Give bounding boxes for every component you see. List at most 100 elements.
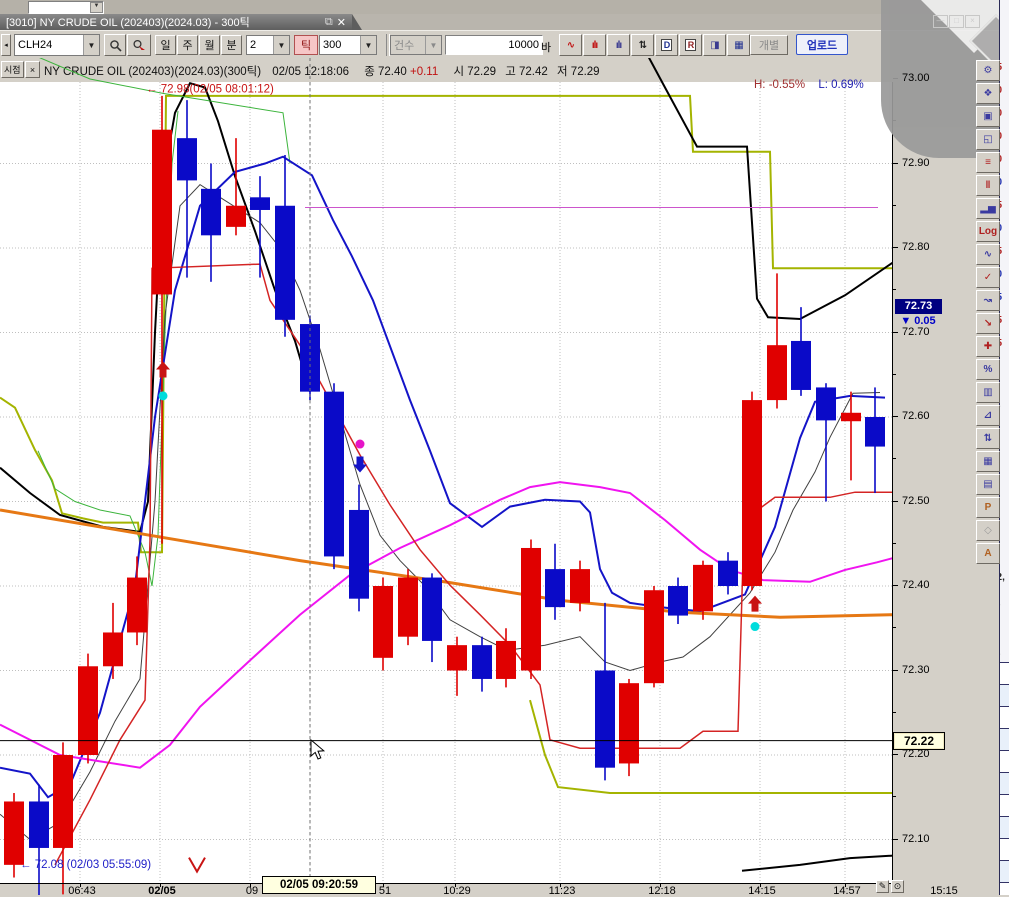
- candle-body: [644, 590, 664, 684]
- percent-chart-icon: %: [983, 364, 993, 375]
- bg-orderbook-number: 00: [1000, 269, 1009, 280]
- candle-body: [177, 138, 197, 181]
- minimize-ghost-icon: —: [933, 15, 948, 28]
- search-icon: [109, 39, 122, 52]
- settings-icon: ⚙: [983, 65, 993, 76]
- bar-chart-button[interactable]: ılı: [607, 34, 630, 56]
- overlay-line-button[interactable]: ∿: [559, 34, 582, 56]
- bar-count-input[interactable]: [445, 35, 543, 55]
- copy-a-button[interactable]: A: [976, 543, 1000, 564]
- candle-body: [521, 547, 541, 671]
- price-tick: [893, 162, 898, 164]
- indicator-list-button[interactable]: ≡: [976, 152, 1000, 173]
- draw-tool-button[interactable]: ✎: [876, 880, 889, 893]
- zoom-tool-button[interactable]: ⊙: [891, 880, 904, 893]
- print-preview-button[interactable]: ▣: [976, 106, 1000, 127]
- grid-button[interactable]: ▦: [976, 451, 1000, 472]
- price-axis-label: 72.10: [902, 832, 930, 845]
- chevron-down-icon[interactable]: ▼: [273, 36, 289, 54]
- blue-ma: [0, 155, 886, 799]
- bg-table-row: [1000, 882, 1009, 895]
- gray-short-ma: [0, 183, 881, 841]
- chart-canvas[interactable]: ← 72.98(02/05 08:01:12) ← 72.08 (02/03 05…: [0, 58, 893, 895]
- candle-body: [226, 205, 246, 227]
- tick-count-combo[interactable]: 300 ▼: [319, 35, 377, 55]
- check-chart-button[interactable]: ✓: [976, 267, 1000, 288]
- candle-body: [275, 205, 295, 320]
- time-tick: [845, 883, 846, 887]
- chart-tab-close-button[interactable]: ×: [25, 61, 40, 78]
- candle-body: [300, 324, 320, 392]
- chevron-down-icon[interactable]: ▼: [360, 36, 376, 54]
- open-chart-button[interactable]: ◱: [976, 129, 1000, 150]
- change-value: +0.11: [409, 66, 439, 78]
- tools-button[interactable]: ❖: [976, 83, 1000, 104]
- period-button-일[interactable]: 일: [155, 35, 176, 55]
- chevron-down-icon[interactable]: ▼: [83, 35, 99, 55]
- price-annotation: ← 72.98(02/05 08:01:12): [146, 84, 274, 96]
- tick-count-value: 300: [323, 39, 342, 51]
- upload-button[interactable]: 업로드: [796, 34, 848, 55]
- p-tool-button[interactable]: P: [976, 497, 1000, 518]
- period-button-주[interactable]: 주: [177, 35, 198, 55]
- doc-d-button[interactable]: D: [655, 34, 678, 56]
- data-table-button[interactable]: ▥: [976, 382, 1000, 403]
- high-label: 고: [505, 66, 516, 78]
- bg-orderbook-number: 00: [1000, 223, 1009, 234]
- low-v-marker: [188, 857, 206, 874]
- add-study-button[interactable]: ✚: [976, 336, 1000, 357]
- period-button-분[interactable]: 분: [221, 35, 242, 55]
- print-preview-icon: ▣: [983, 111, 993, 122]
- log-scale-button[interactable]: Log: [976, 221, 1000, 242]
- close-icon[interactable]: ✕: [336, 16, 346, 29]
- bg-window-label: 전: [1000, 624, 1009, 639]
- candle-body: [349, 509, 369, 599]
- hl-line-button[interactable]: ∿: [976, 244, 1000, 265]
- grid-chart-icon: ▦: [734, 39, 744, 51]
- chart-tab[interactable]: 시점: [1, 61, 24, 78]
- flag-chart-icon: ◨: [710, 39, 720, 51]
- search-arrow-icon: [132, 39, 145, 50]
- line-chart-button[interactable]: ↝: [976, 290, 1000, 311]
- price-axis-label: 72.30: [902, 663, 930, 676]
- doc-r-button[interactable]: R: [679, 34, 702, 56]
- compare-chart-button[interactable]: ↘: [976, 313, 1000, 334]
- trend-tool-button[interactable]: ⊿: [976, 405, 1000, 426]
- background-window-top: ▼: [0, 0, 1009, 15]
- candle-body: [668, 586, 688, 616]
- flag-chart-button[interactable]: ◨: [703, 34, 726, 56]
- window-title-tab[interactable]: [3010] NY CRUDE OIL (202403)(2024.03) - …: [0, 14, 362, 30]
- sort-updown-button[interactable]: ⇅: [631, 34, 654, 56]
- black-channel-low: [741, 854, 893, 872]
- period-button-월[interactable]: 월: [199, 35, 220, 55]
- float-window-icon[interactable]: ⧉: [324, 15, 333, 28]
- volume-study-button[interactable]: ılı: [583, 34, 606, 56]
- grid-chart-button[interactable]: ▦: [727, 34, 750, 56]
- search-symbol-button[interactable]: [104, 34, 126, 56]
- bg-orderbook-number: 00: [1000, 154, 1009, 165]
- print-button[interactable]: ▤: [976, 474, 1000, 495]
- percent-chart-button[interactable]: %: [976, 359, 1000, 380]
- pause-button[interactable]: ‖: [976, 175, 1000, 196]
- bg-orderbook-number: 05: [1000, 200, 1009, 211]
- tick-period-button[interactable]: 틱: [294, 35, 318, 55]
- open-chart-icon: ◱: [983, 134, 993, 145]
- volume-bars-button[interactable]: ▂▅: [976, 198, 1000, 219]
- updown-button[interactable]: ⇅: [976, 428, 1000, 449]
- minute-combo[interactable]: 2 ▼: [246, 35, 290, 55]
- sort-updown-icon: ⇅: [638, 39, 647, 51]
- search-jump-button[interactable]: [127, 34, 151, 56]
- time-axis-label: 14:57: [833, 885, 861, 897]
- doc-r-icon: R: [684, 39, 697, 51]
- scroll-left-button[interactable]: ◂: [1, 34, 11, 56]
- symbol-combo[interactable]: CLH24 ▼: [14, 34, 100, 56]
- bg-table-row: [1000, 816, 1009, 838]
- volume-study-icon: ılı: [591, 39, 598, 51]
- high-value: 72.42: [519, 66, 548, 78]
- settings-button[interactable]: ⚙: [976, 60, 1000, 81]
- close-ghost-icon: ×: [965, 15, 980, 28]
- chevron-down-icon: ▼: [425, 36, 441, 54]
- time-axis-label: 12:18: [648, 885, 676, 897]
- time-tick: [760, 883, 761, 887]
